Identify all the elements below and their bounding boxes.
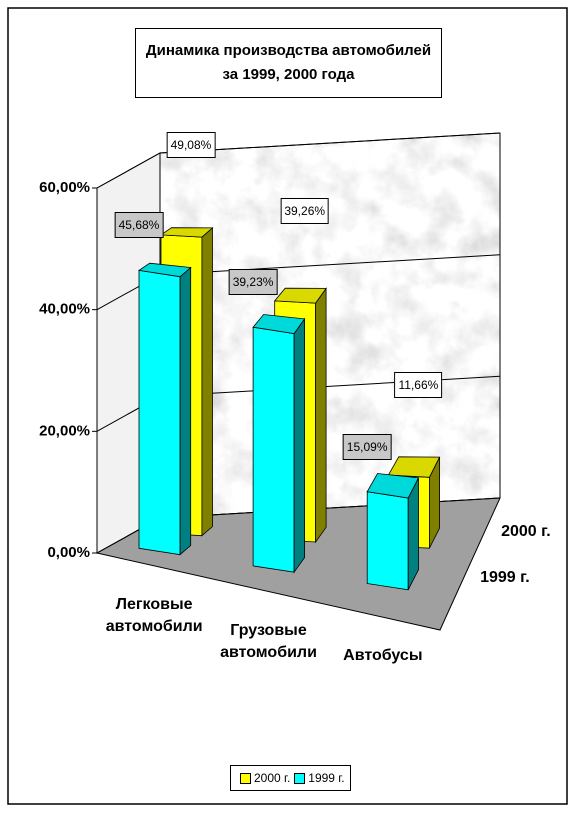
bar-top	[366, 473, 420, 499]
grid-line	[96, 132, 501, 189]
legend-swatch	[240, 772, 251, 784]
value-label: 39,23%	[228, 269, 278, 296]
chart-title: Динамика производства автомобилей за 199…	[135, 28, 442, 98]
bar-top	[252, 314, 306, 335]
bar-front	[366, 491, 409, 591]
y-tick-label: 0,00%	[47, 544, 90, 561]
value-label: 15,09%	[342, 433, 392, 460]
bar-top	[159, 227, 214, 238]
y-tick-label: 40,00%	[39, 301, 90, 318]
bar-top	[137, 262, 192, 278]
title-line: за 1999, 2000 года	[222, 66, 355, 83]
title-line: Динамика производства автомобилей	[145, 42, 432, 59]
legend: 2000 г. 1999 г.	[230, 765, 351, 791]
chart-frame	[7, 7, 568, 805]
depth-label: 2000 г.	[501, 523, 551, 540]
value-label: 49,08%	[166, 131, 216, 158]
value-label: 11,66%	[394, 372, 443, 399]
bar-front	[252, 326, 295, 573]
bar-side	[293, 317, 306, 574]
back-wall	[160, 133, 500, 518]
x-tick-label: Автобусы	[343, 647, 423, 665]
legend-swatch	[294, 772, 306, 784]
bar-side	[201, 227, 213, 537]
value-label: 45,68%	[114, 212, 164, 239]
y-tick-label: 60,00%	[39, 179, 90, 196]
bar-front	[138, 269, 181, 556]
bar-side	[179, 266, 192, 556]
x-tick-label: Легковые автомобили	[105, 595, 203, 635]
legend-label: 2000 г.	[254, 771, 291, 785]
bar-top	[273, 287, 327, 304]
depth-label: 1999 г.	[480, 569, 530, 586]
x-tick-label: Грузовые автомобили	[220, 621, 317, 661]
y-tick-label: 20,00%	[39, 422, 90, 439]
legend-label: 1999 г.	[308, 771, 345, 785]
bar-side	[315, 287, 327, 544]
bar-top	[387, 456, 441, 478]
value-label: 39,26%	[280, 197, 330, 224]
